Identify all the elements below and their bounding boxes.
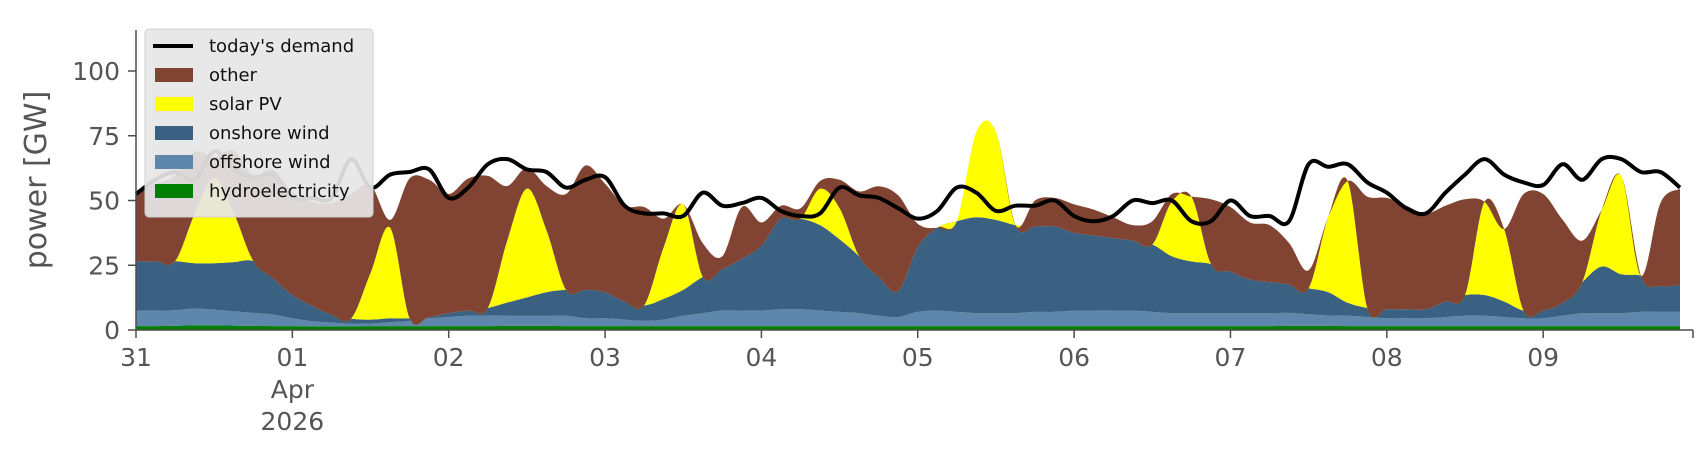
area-other (136, 120, 1680, 325)
legend-label: other (209, 65, 258, 86)
legend: today's demand other solar PV onshore wind o… (144, 28, 374, 218)
x-tick-sublabel: 2026 (261, 407, 325, 436)
x-tick-label: 07 (1215, 343, 1247, 372)
y-tick-label: 0 (104, 316, 120, 345)
area-onshore-wind (136, 216, 1680, 324)
legend-swatch (155, 155, 193, 169)
y-axis-title: power [GW] (19, 91, 54, 270)
x-tick-sublabel: Apr (271, 375, 315, 404)
x-tick-label: 04 (745, 343, 777, 372)
line-today-s-demand (134, 149, 1682, 227)
y-ticks: 0 25 50 75 100 (72, 57, 136, 345)
legend-label: hydroelectricity (209, 181, 350, 202)
legend-label: solar PV (209, 94, 282, 115)
legend-swatch (155, 68, 193, 82)
y-tick-label: 25 (88, 251, 120, 280)
x-tick-label: 05 (902, 343, 934, 372)
x-tick-label: 08 (1371, 343, 1403, 372)
x-tick-label: 01 (276, 343, 308, 372)
x-tick-label: 09 (1527, 343, 1559, 372)
legend-label: today's demand (209, 36, 354, 57)
x-tick-label: 06 (1058, 343, 1090, 372)
y-tick-label: 100 (72, 57, 120, 86)
x-ticks: 31 01 Apr 2026 02 03 04 05 06 07 08 09 (120, 330, 1694, 436)
plot-area (134, 120, 1682, 330)
axes (135, 30, 1693, 331)
legend-label: offshore wind (209, 152, 331, 173)
x-tick-label: 31 (120, 343, 152, 372)
area-solar-pv (136, 120, 1680, 325)
x-tick-label: 02 (433, 343, 465, 372)
y-tick-label: 75 (88, 122, 120, 151)
legend-swatch (155, 97, 193, 111)
legend-background (144, 28, 374, 218)
area-offshore-wind (136, 308, 1680, 327)
area-hydroelectricity (136, 325, 1680, 330)
legend-swatch (155, 184, 193, 198)
legend-swatch (155, 126, 193, 140)
legend-label: onshore wind (209, 123, 330, 144)
y-tick-label: 50 (88, 187, 120, 216)
x-tick-label: 03 (589, 343, 621, 372)
